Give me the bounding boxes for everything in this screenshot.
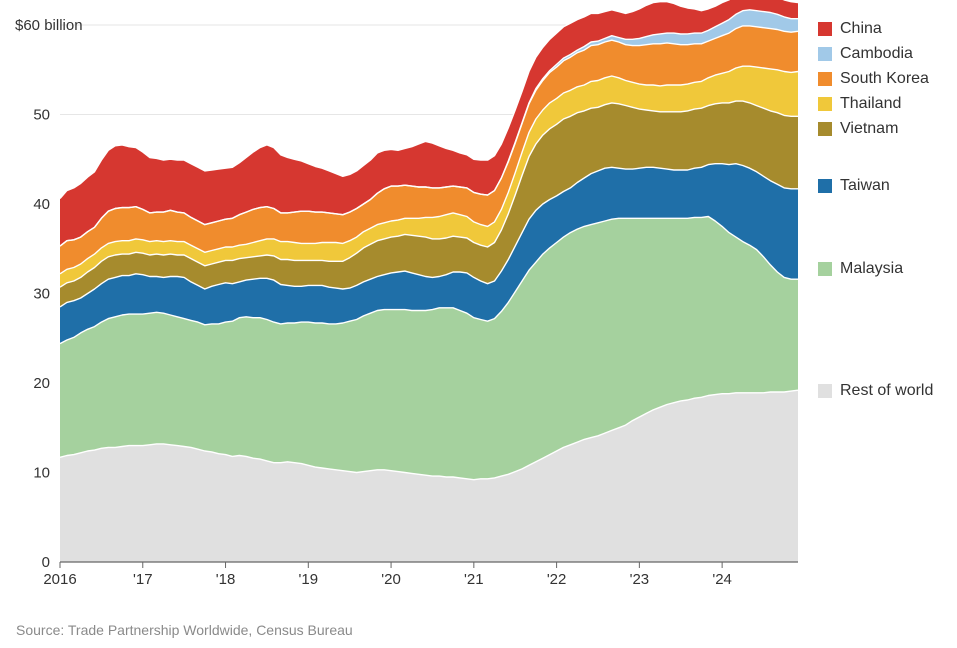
svg-text:'24: '24 bbox=[712, 571, 732, 588]
svg-text:$60 billion: $60 billion bbox=[15, 17, 83, 34]
legend-swatch bbox=[818, 72, 832, 86]
svg-text:'20: '20 bbox=[381, 571, 401, 588]
legend-item-thailand: Thailand bbox=[818, 95, 901, 113]
svg-text:0: 0 bbox=[42, 554, 50, 571]
svg-text:'21: '21 bbox=[464, 571, 484, 588]
svg-text:'19: '19 bbox=[299, 571, 319, 588]
legend-label: China bbox=[840, 20, 882, 38]
svg-text:'17: '17 bbox=[133, 571, 153, 588]
stacked-area-chart: 0 10 20 30 40 50 $60 billion 2016 '17 '18 '19 '20 '2… bbox=[0, 0, 957, 648]
legend-label: Cambodia bbox=[840, 45, 913, 63]
legend-label: Rest of world bbox=[840, 382, 933, 400]
legend-item-china: China bbox=[818, 20, 882, 38]
svg-text:'18: '18 bbox=[216, 571, 236, 588]
svg-text:'22: '22 bbox=[547, 571, 567, 588]
legend-swatch bbox=[818, 97, 832, 111]
legend-item-vietnam: Vietnam bbox=[818, 120, 898, 138]
legend-swatch bbox=[818, 262, 832, 276]
svg-text:10: 10 bbox=[33, 465, 50, 482]
legend-swatch bbox=[818, 22, 832, 36]
legend-item-rest-of-world: Rest of world bbox=[818, 382, 933, 400]
svg-text:30: 30 bbox=[33, 286, 50, 303]
legend-item-cambodia: Cambodia bbox=[818, 45, 913, 63]
legend-item-south-korea: South Korea bbox=[818, 70, 929, 88]
legend-label: Thailand bbox=[840, 95, 901, 113]
svg-text:'23: '23 bbox=[630, 571, 650, 588]
legend-swatch bbox=[818, 384, 832, 398]
svg-text:2016: 2016 bbox=[43, 571, 76, 588]
svg-text:40: 40 bbox=[33, 196, 50, 213]
legend-swatch bbox=[818, 179, 832, 193]
legend-item-malaysia: Malaysia bbox=[818, 260, 903, 278]
legend-swatch bbox=[818, 122, 832, 136]
legend-label: South Korea bbox=[840, 70, 929, 88]
legend-item-taiwan: Taiwan bbox=[818, 177, 890, 195]
svg-text:50: 50 bbox=[33, 107, 50, 124]
legend-label: Taiwan bbox=[840, 177, 890, 195]
legend-label: Malaysia bbox=[840, 260, 903, 278]
source-caption: Source: Trade Partnership Worldwide, Cen… bbox=[16, 622, 353, 638]
chart-container: 0 10 20 30 40 50 $60 billion 2016 '17 '18 '19 '20 '2… bbox=[0, 0, 957, 648]
legend-swatch bbox=[818, 47, 832, 61]
svg-text:20: 20 bbox=[33, 375, 50, 392]
legend-label: Vietnam bbox=[840, 120, 898, 138]
